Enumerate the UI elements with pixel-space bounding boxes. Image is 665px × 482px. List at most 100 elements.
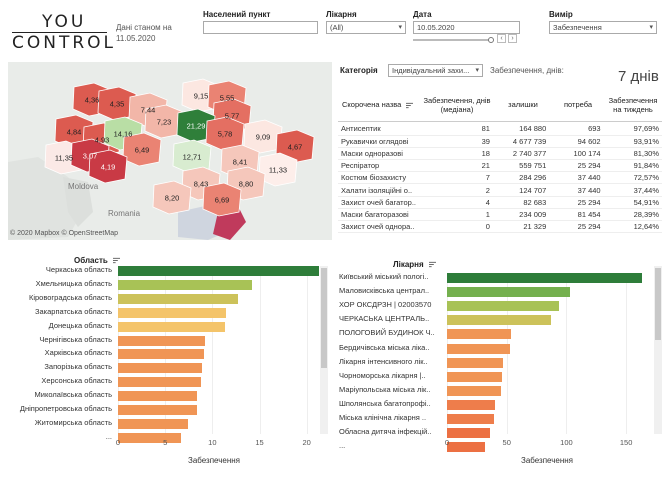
- bar-label: Кіровоградська область: [28, 292, 112, 302]
- table-row[interactable]: Костюм біозахисту 7 284 296 37 440 72,57%: [338, 171, 662, 185]
- hospital-chart-scrollbar[interactable]: [654, 266, 662, 434]
- bar[interactable]: [118, 321, 225, 332]
- bar[interactable]: [118, 349, 204, 360]
- cell-need: 37 440: [549, 171, 604, 185]
- measure-dropdown[interactable]: Забезпечення ▾: [549, 21, 657, 34]
- category-label: Категорія: [340, 66, 378, 75]
- bar[interactable]: [118, 377, 202, 388]
- table-row[interactable]: Респіратор 21 559 751 25 294 91,84%: [338, 159, 662, 173]
- bar-label: Житомирська область: [34, 417, 112, 427]
- axis-tick-label: 5: [163, 438, 168, 447]
- measure-filter-label: Вимір: [549, 10, 573, 19]
- cell-days: 1: [422, 208, 493, 222]
- bar-label: Закарпатська область: [34, 306, 112, 316]
- bar[interactable]: [447, 371, 502, 382]
- map-region-label: 8,43: [193, 179, 209, 189]
- bar[interactable]: [118, 432, 182, 443]
- bar[interactable]: [447, 399, 495, 410]
- date-slider[interactable]: [413, 37, 494, 43]
- col-header-stock[interactable]: залишки: [508, 100, 538, 109]
- cell-stock: 21 329: [492, 220, 550, 234]
- cell-stock: 82 683: [492, 196, 550, 209]
- date-slider-handle[interactable]: [488, 37, 494, 43]
- map-region[interactable]: [88, 149, 128, 184]
- region-chart-scroll-thumb[interactable]: [321, 268, 327, 368]
- table-row[interactable]: Захист очей багатор.. 4 82 683 25 294 54,91%: [338, 196, 662, 209]
- bar[interactable]: [118, 363, 202, 374]
- map-region-label: 3,07: [82, 151, 98, 161]
- col-header-days[interactable]: Забезпечення, днів (медіана): [423, 96, 491, 114]
- bar[interactable]: [118, 391, 198, 402]
- axis-tick-label: 15: [255, 438, 264, 447]
- table-row[interactable]: Маски багаторазові 1 234 009 81 454 28,39%: [338, 208, 662, 222]
- map-region-label: 14,16: [113, 129, 133, 139]
- bar[interactable]: [118, 418, 188, 429]
- table-row[interactable]: Халати ізоляційні о.. 2 124 707 37 440 37,44…: [338, 183, 662, 197]
- date-next-button[interactable]: ›: [508, 34, 517, 43]
- region-chart-scrollbar[interactable]: [320, 266, 328, 434]
- bar[interactable]: [447, 357, 504, 368]
- cell-stock: 164 880: [492, 123, 550, 136]
- bar[interactable]: [118, 405, 198, 415]
- bar[interactable]: [447, 414, 494, 424]
- bar[interactable]: [118, 266, 319, 276]
- date-input[interactable]: 10.05.2020: [413, 21, 520, 34]
- sort-icon[interactable]: [406, 102, 414, 109]
- stock-table: Скорочена назва Забезпечення, днів (меді…: [338, 94, 662, 234]
- bar[interactable]: [447, 442, 486, 453]
- table-header: Скорочена назва Забезпечення, днів (меді…: [338, 94, 662, 122]
- bar[interactable]: [447, 315, 551, 326]
- map-place-romania: Romania: [108, 209, 141, 218]
- hospital-bar-chart: Київський міський пологі.. Маловисківська…: [335, 266, 665, 476]
- col-header-weekly[interactable]: Забезпечення на тиждень: [608, 96, 658, 114]
- bar[interactable]: [447, 428, 490, 439]
- bar[interactable]: [118, 335, 205, 346]
- bar[interactable]: [447, 385, 501, 396]
- ukraine-map[interactable]: 4,36 4,35 7,44 9,15 5,55 5,77 4,84 4,93 14,16 7,2…: [8, 62, 332, 240]
- map-region[interactable]: [152, 180, 192, 215]
- map-region[interactable]: [172, 139, 212, 174]
- cell-weekly: 72,57%: [603, 171, 662, 185]
- map-region-label: 8,80: [238, 179, 254, 189]
- map-region-label: 8,20: [164, 193, 180, 203]
- sort-icon[interactable]: [428, 261, 436, 268]
- cell-weekly: 91,84%: [603, 159, 662, 173]
- axis-tick-label: 100: [560, 438, 573, 447]
- bar[interactable]: [447, 343, 511, 354]
- hospital-chart-scroll-thumb[interactable]: [655, 268, 661, 340]
- date-note: Дані станом на 11.05.2020: [116, 22, 172, 44]
- table-row[interactable]: Рукавички оглядові 39 4 677 739 94 602 93,91…: [338, 135, 662, 148]
- category-dropdown[interactable]: Індивідуальний захи... ▾: [388, 64, 483, 77]
- bar[interactable]: [118, 293, 238, 304]
- map-region-label: 9,15: [193, 91, 209, 101]
- logo-divider: [12, 32, 107, 33]
- bar[interactable]: [447, 301, 560, 312]
- bar-label: Київський міський пологі..: [339, 272, 429, 281]
- bar[interactable]: [447, 273, 642, 283]
- date-prev-button[interactable]: ‹: [497, 34, 506, 43]
- bar-label: Запорізька область: [44, 362, 112, 372]
- cell-days: 39: [422, 135, 493, 148]
- cell-weekly: 28,39%: [603, 208, 662, 222]
- bar-label: Бердичівська міська ліка..: [339, 342, 430, 352]
- table-row[interactable]: Маски одноразові 18 2 740 377 100 174 81,30%: [338, 147, 662, 161]
- map-region-label: 4,93: [94, 135, 110, 145]
- sort-icon[interactable]: [113, 257, 121, 264]
- map-region-label: 4,67: [287, 142, 303, 152]
- bar[interactable]: [447, 329, 512, 340]
- hospital-filter-label: Лікарня: [326, 10, 357, 19]
- hospital-dropdown[interactable]: (All) ▾: [326, 21, 406, 34]
- map-region[interactable]: [202, 182, 242, 217]
- settlement-input[interactable]: [203, 21, 318, 34]
- cell-name: Респіратор: [338, 159, 423, 173]
- bar[interactable]: [118, 279, 252, 290]
- gridline: [212, 266, 214, 434]
- bar[interactable]: [447, 287, 570, 298]
- col-header-need[interactable]: потреба: [563, 100, 593, 109]
- col-header-name[interactable]: Скорочена назва: [342, 100, 414, 109]
- table-row[interactable]: Захист очей однора.. 0 21 329 25 294 12,64%: [338, 220, 662, 234]
- bar[interactable]: [118, 307, 226, 318]
- cell-days: 21: [422, 159, 493, 173]
- table-row[interactable]: Антисептик 81 164 880 693 97,69%: [338, 123, 662, 136]
- map-region-label: 5,78: [217, 129, 233, 139]
